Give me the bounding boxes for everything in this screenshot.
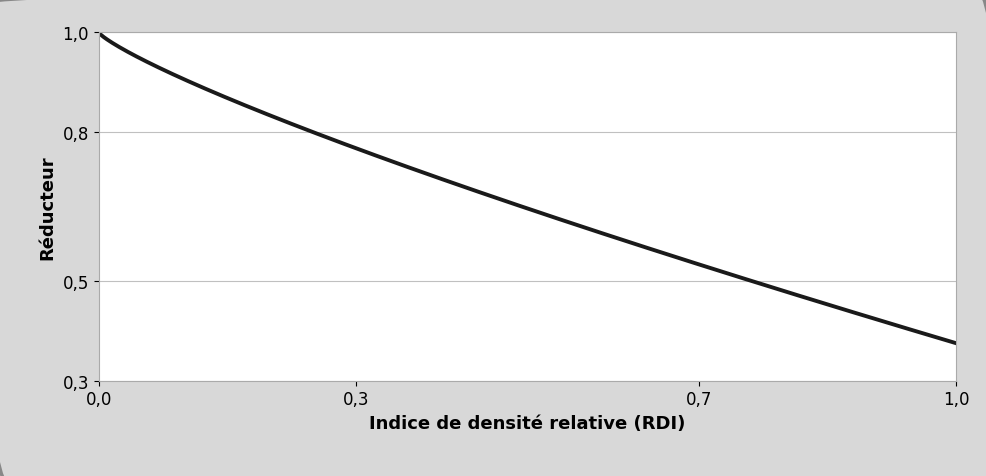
Y-axis label: Réducteur: Réducteur bbox=[38, 155, 57, 259]
X-axis label: Indice de densité relative (RDI): Indice de densité relative (RDI) bbox=[370, 414, 685, 432]
